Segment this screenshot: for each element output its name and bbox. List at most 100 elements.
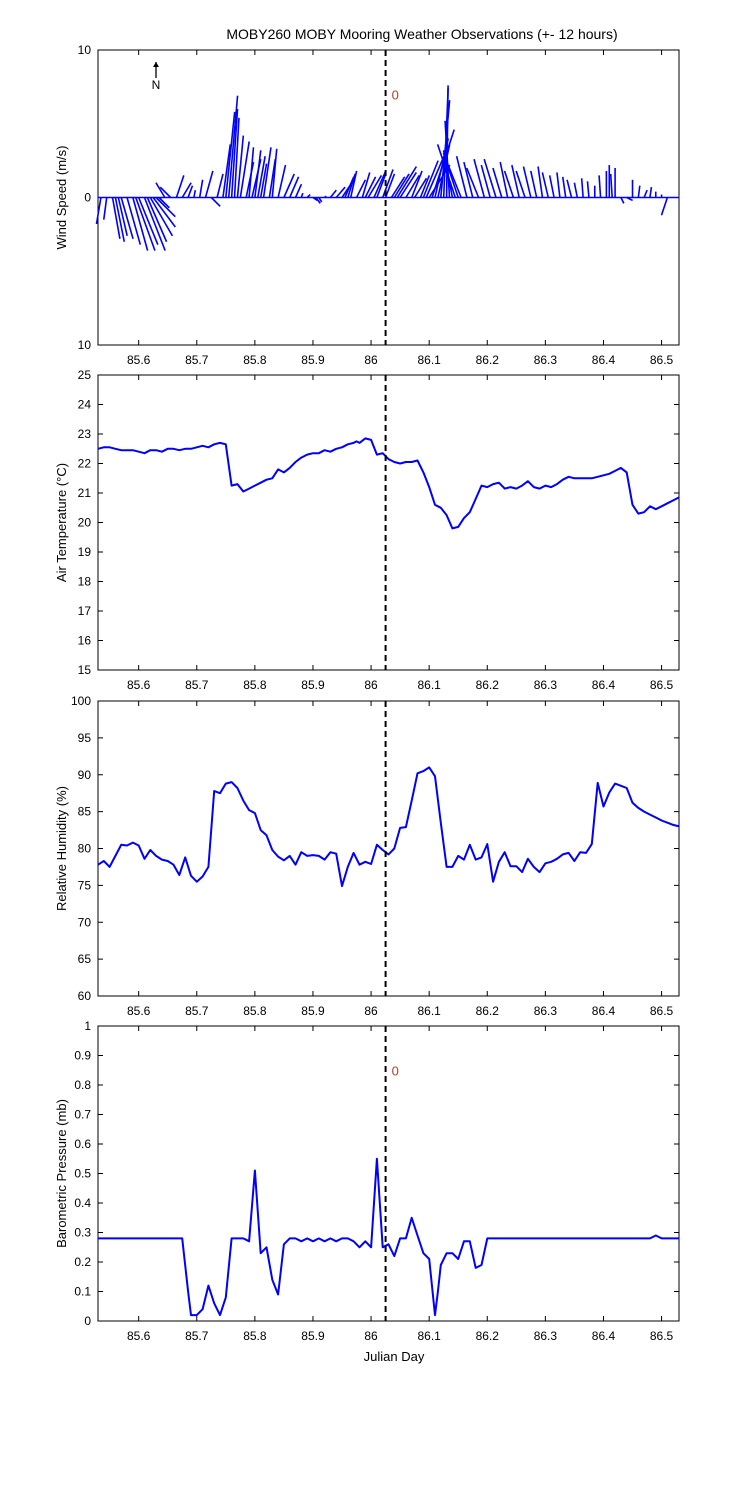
x-tick-label: 86.2 — [476, 1329, 500, 1343]
wind-stick — [120, 197, 134, 240]
wind-stick — [306, 193, 311, 199]
wind-stick — [361, 172, 371, 198]
y-tick-label: 17 — [78, 604, 92, 618]
figure-title: MOBY260 MOBY Mooring Weather Observation… — [226, 26, 617, 42]
x-tick-label: 85.7 — [185, 1004, 209, 1018]
wind-stick — [155, 196, 176, 218]
wind-stick — [135, 197, 156, 251]
wind-stick — [381, 169, 394, 198]
x-tick-label: 86.2 — [476, 1004, 500, 1018]
wind-stick — [318, 197, 323, 203]
wind-stick — [222, 144, 232, 198]
wind-stick — [364, 176, 377, 198]
x-tick-label: 86 — [364, 678, 378, 692]
y-tick-label: 90 — [78, 768, 92, 782]
wind-stick — [425, 155, 445, 198]
panel-barometric_pressure: 85.6 85.7 85.8 85.9 86 86.1 86.2 86.3 86.4 86.5 0 0… — [54, 1019, 680, 1343]
wind-stick — [626, 196, 633, 202]
y-tick-label: 23 — [78, 427, 92, 441]
wind-stick — [198, 179, 204, 198]
wind-stick — [511, 164, 521, 198]
wind-stick — [268, 159, 277, 198]
x-tick-label: 85.8 — [243, 1004, 267, 1018]
wind-stick — [132, 197, 149, 251]
wind-stick — [522, 166, 532, 198]
north-label: N — [152, 78, 161, 92]
wind-stick — [126, 197, 142, 245]
wind-stick — [95, 197, 102, 225]
wind-stick — [499, 161, 509, 198]
y-tick-label: 18 — [78, 575, 92, 589]
y-tick-label: 1 — [84, 1019, 91, 1033]
x-tick-label: 86.1 — [417, 1004, 441, 1018]
wind-stick — [492, 167, 503, 198]
wind-stick — [329, 189, 337, 198]
wind-stick — [609, 173, 613, 198]
wind-stick — [620, 197, 625, 204]
x-tick-label: 86.1 — [417, 1329, 441, 1343]
y-tick-label: 100 — [71, 694, 91, 708]
wind-stick — [529, 170, 538, 198]
wind-stick — [175, 175, 185, 198]
wind-stick — [445, 160, 462, 198]
wind-stick — [315, 197, 321, 204]
x-tick-label: 86.3 — [534, 1004, 558, 1018]
x-tick-label: 86.1 — [417, 678, 441, 692]
wind-stick — [390, 176, 406, 198]
y-tick-label: 0.1 — [74, 1285, 91, 1299]
wind-stick — [137, 197, 159, 246]
wind-stick — [373, 170, 387, 198]
wind-stick — [480, 164, 491, 198]
wind-stick — [114, 197, 126, 242]
wind-stick — [355, 179, 367, 198]
wind-stick — [466, 167, 480, 198]
wind-stick — [187, 185, 194, 198]
y-tick-label: 0.6 — [74, 1137, 91, 1151]
wind-stick — [396, 166, 418, 198]
y-tick-label: 24 — [78, 398, 92, 412]
wind-stick — [204, 170, 214, 198]
y-tick-label: 10 — [78, 43, 92, 57]
y-tick-label: 0.8 — [74, 1078, 91, 1092]
wind-stick — [483, 158, 497, 198]
x-tick-label: 86.4 — [592, 353, 616, 367]
y-tick-label: 0 — [84, 1314, 91, 1328]
wind-stick — [347, 173, 356, 198]
wind-stick — [149, 197, 174, 237]
y-tick-label: 95 — [78, 731, 92, 745]
wind-stick — [152, 197, 176, 228]
x-tick-label: 85.6 — [127, 1004, 151, 1018]
y-tick-label: 0.7 — [74, 1108, 91, 1122]
wind-stick — [288, 176, 300, 198]
wind-stick — [239, 141, 250, 198]
x-tick-label: 86.4 — [592, 1329, 616, 1343]
panels: 85.6 85.7 85.8 85.9 86 86.1 86.2 86.3 86.4 86.510… — [54, 43, 680, 1343]
wind-stick — [216, 173, 224, 198]
wind-stick — [283, 173, 295, 198]
wind-stick — [155, 182, 166, 198]
wind-stick — [259, 163, 268, 198]
x-tick-label: 86.4 — [592, 678, 616, 692]
y-tick-label: 20 — [78, 516, 92, 530]
wind-stick — [422, 160, 439, 198]
wind-stick — [324, 195, 327, 199]
panel-wind: 85.6 85.7 85.8 85.9 86 86.1 86.2 86.3 86.4 86.5 10… — [54, 43, 680, 367]
y-tick-label: 15 — [78, 663, 92, 677]
x-tick-label: 85.9 — [301, 1004, 325, 1018]
wind-stick — [503, 170, 515, 198]
x-tick-label: 86 — [364, 1329, 378, 1343]
wind-stick — [230, 108, 239, 198]
wind-stick — [548, 175, 555, 198]
wind-stick — [344, 176, 355, 198]
wind-stick — [236, 135, 245, 198]
x-tick-label: 85.7 — [185, 1329, 209, 1343]
x-tick-label: 85.6 — [127, 678, 151, 692]
x-tick-label: 85.8 — [243, 1329, 267, 1343]
x-tick-label: 85.9 — [301, 678, 325, 692]
wind-stick — [445, 85, 449, 198]
x-tick-label: 86 — [364, 1004, 378, 1018]
y-tick-label: 10 — [78, 338, 92, 352]
wind-stick — [598, 175, 602, 198]
wind-stick — [181, 182, 192, 198]
marker-label: 0 — [392, 87, 399, 102]
